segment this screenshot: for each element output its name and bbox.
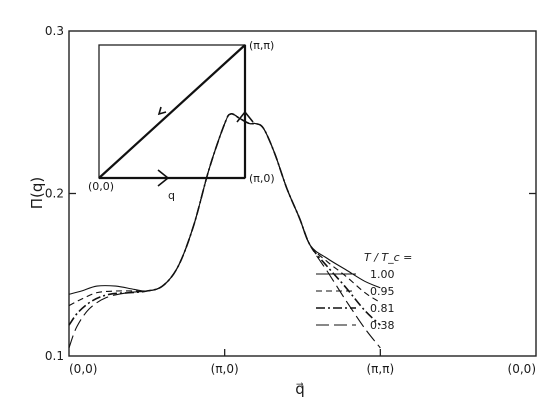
- inset-arrow-right-icon: [157, 169, 170, 187]
- y-axis-label: Π(q): [28, 177, 46, 210]
- x-tick-labels: (0,0) (π,0) (π,π) (0,0): [69, 362, 536, 376]
- inset-label-q: q: [168, 189, 175, 202]
- legend-label: 1.00: [370, 268, 395, 281]
- y-tick-label: 0.2: [45, 187, 64, 201]
- x-tick-label: (0,0): [69, 362, 97, 376]
- series-line-0-81: [68, 113, 381, 326]
- legend: T / T_c = 1.00 0.95 0.81 0.38: [316, 251, 412, 332]
- y-tick-label: 0.1: [45, 349, 64, 363]
- inset-arrow-diagonal-icon: [157, 106, 167, 116]
- inset-diagonal-path: [98, 44, 246, 179]
- series-lines: [68, 113, 381, 349]
- x-tick-label: (π,0): [211, 362, 239, 376]
- y-tick-label: 0.3: [45, 24, 64, 38]
- x-axis-label: q⃗: [295, 380, 305, 398]
- legend-label: 0.38: [370, 319, 395, 332]
- y-tick-labels: 0.1 0.2 0.3: [45, 24, 64, 363]
- series-line-0-95: [68, 113, 381, 307]
- inset-arrow-up-icon: [236, 110, 254, 123]
- plot-frame: [68, 30, 537, 357]
- legend-label: 0.95: [370, 285, 395, 298]
- inset-label-pi-pi: (π,π): [249, 39, 274, 52]
- inset-label-pi-0: (π,0): [249, 172, 275, 185]
- axis-ticks: [69, 192, 536, 356]
- series-line-0-38: [68, 113, 381, 349]
- inset-label-origin: (0,0): [88, 180, 114, 193]
- legend-label: 0.81: [370, 302, 395, 315]
- x-tick-label: (π,π): [367, 362, 395, 376]
- inset-brillouin-zone-path: (0,0) (π,0) (π,π) q: [88, 39, 275, 202]
- x-tick-label: (0,0): [508, 362, 536, 376]
- legend-title: T / T_c =: [364, 251, 412, 264]
